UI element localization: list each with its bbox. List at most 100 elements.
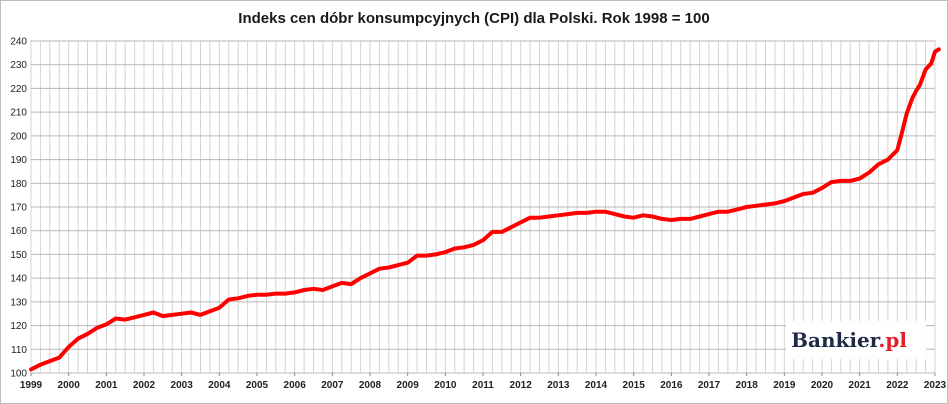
- data-point: [632, 216, 635, 219]
- gridlines: [30, 40, 936, 374]
- data-point: [519, 221, 522, 224]
- y-tick-label: 240: [10, 37, 27, 48]
- data-point: [754, 204, 758, 208]
- y-tick-label: 190: [10, 155, 27, 166]
- x-tick-label: 2011: [472, 380, 494, 391]
- series-line-cpi: [29, 47, 941, 372]
- x-tick-label: 2009: [397, 380, 420, 391]
- data-point: [792, 196, 795, 199]
- data-point: [133, 316, 136, 319]
- y-tick-label: 160: [10, 226, 27, 237]
- data-point: [670, 218, 673, 222]
- data-point: [867, 171, 871, 174]
- data-point: [811, 191, 814, 194]
- data-point: [688, 217, 692, 221]
- data-point: [500, 230, 504, 234]
- data-point: [274, 292, 278, 295]
- data-point: [76, 337, 80, 340]
- data-point: [783, 199, 786, 203]
- data-point: [726, 210, 730, 213]
- data-point: [293, 291, 296, 294]
- data-point: [886, 158, 890, 161]
- x-tick-label: 2018: [736, 380, 759, 391]
- data-point: [858, 177, 861, 180]
- data-point: [472, 243, 475, 247]
- data-point: [820, 186, 824, 190]
- data-point: [736, 208, 739, 211]
- y-tick-label: 140: [10, 274, 27, 285]
- data-point: [397, 263, 400, 267]
- y-axis-ticks: 100 110 120 130 140 150 160 170 180 190 200 210 220 2…: [10, 37, 27, 380]
- x-tick-label: 2006: [284, 380, 307, 391]
- series-layer: [29, 47, 941, 372]
- data-point: [877, 163, 880, 166]
- y-tick-label: 210: [10, 108, 27, 119]
- x-tick-label: 2000: [58, 380, 81, 391]
- data-point: [171, 313, 174, 317]
- data-point: [29, 368, 33, 371]
- data-point: [123, 318, 127, 321]
- data-point: [368, 272, 372, 275]
- data-point: [575, 211, 579, 215]
- data-point: [434, 253, 438, 256]
- x-tick-label: 2020: [811, 380, 834, 391]
- data-point: [566, 212, 569, 216]
- logo-background: [786, 321, 926, 359]
- data-point: [585, 211, 588, 215]
- x-tick-label: 2016: [660, 380, 683, 391]
- data-point: [246, 294, 249, 298]
- data-point: [623, 215, 626, 218]
- y-tick-label: 170: [10, 203, 27, 214]
- y-tick-label: 180: [10, 179, 27, 190]
- x-tick-label: 2019: [773, 380, 796, 391]
- data-point: [349, 282, 353, 286]
- data-point: [340, 281, 343, 285]
- x-tick-label: 2021: [849, 380, 872, 391]
- data-point: [538, 216, 541, 219]
- data-point: [161, 314, 165, 318]
- x-tick-label: 2002: [133, 380, 156, 391]
- data-point: [86, 332, 89, 336]
- data-point: [830, 180, 833, 184]
- data-point: [914, 89, 918, 93]
- data-point: [698, 215, 701, 218]
- data-point: [208, 310, 212, 313]
- x-tick-label: 2017: [698, 380, 721, 391]
- data-point: [899, 134, 903, 138]
- chart-title: Indeks cen dóbr konsumpcyjnych (CPI) dla…: [238, 10, 709, 27]
- data-point: [321, 288, 325, 292]
- data-point: [905, 112, 908, 115]
- data-point: [67, 345, 70, 349]
- data-point: [651, 215, 654, 218]
- y-tick-label: 200: [10, 131, 27, 142]
- data-point: [152, 311, 155, 314]
- data-point: [773, 202, 777, 205]
- data-point: [547, 215, 551, 218]
- data-point: [528, 216, 532, 219]
- x-tick-label: 2014: [585, 380, 608, 391]
- data-point: [937, 48, 940, 51]
- data-point: [359, 276, 362, 280]
- data-point: [255, 293, 259, 296]
- data-point: [48, 359, 52, 363]
- data-point: [265, 293, 268, 296]
- data-point: [491, 230, 494, 234]
- y-tick-label: 230: [10, 60, 27, 71]
- data-point: [801, 192, 805, 196]
- data-point: [707, 212, 711, 216]
- data-point: [717, 210, 720, 213]
- data-point: [896, 148, 899, 152]
- data-point: [180, 312, 183, 315]
- y-tick-label: 130: [10, 297, 27, 308]
- logo-wordmark: Bankier.pl: [791, 328, 907, 352]
- data-point: [444, 250, 447, 254]
- data-point: [933, 50, 937, 53]
- data-point: [387, 266, 391, 269]
- x-tick-label: 2022: [886, 380, 909, 391]
- data-point: [227, 298, 230, 301]
- data-point: [918, 83, 922, 87]
- data-point: [58, 356, 61, 359]
- data-point: [284, 292, 287, 295]
- y-tick-label: 220: [10, 84, 27, 95]
- data-point: [613, 212, 617, 216]
